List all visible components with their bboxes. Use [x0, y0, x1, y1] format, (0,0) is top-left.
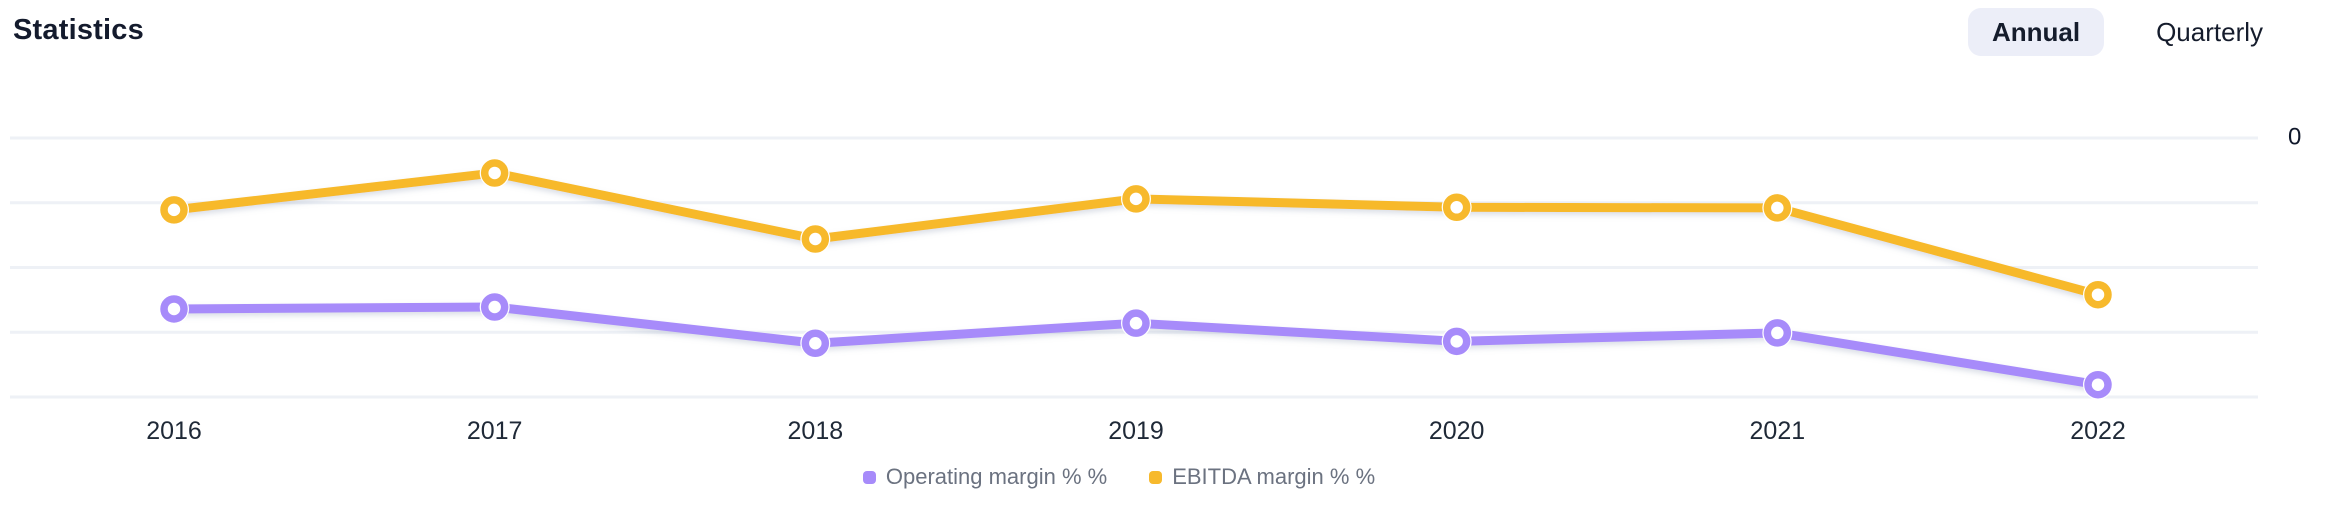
page-title: Statistics — [13, 14, 144, 46]
data-point[interactable] — [801, 329, 830, 358]
data-point[interactable] — [480, 159, 509, 187]
data-point[interactable] — [801, 225, 830, 253]
data-point[interactable] — [480, 293, 509, 321]
legend-label: EBITDA margin % % — [1172, 464, 1376, 489]
data-point[interactable] — [1763, 319, 1792, 347]
data-point[interactable] — [2084, 370, 2112, 399]
data-point[interactable] — [1122, 185, 1150, 213]
legend-swatch-icon — [1149, 470, 1163, 484]
legend-item[interactable]: EBITDA margin % % — [1149, 464, 1375, 490]
data-point[interactable] — [1122, 309, 1150, 337]
x-axis-label: 2017 — [466, 417, 523, 445]
data-point[interactable] — [2084, 280, 2112, 309]
series-layer — [159, 157, 2113, 400]
legend-label: Operating margin % % — [885, 464, 1108, 489]
data-point[interactable] — [1442, 193, 1471, 222]
chart-legend: Operating margin % % EBITDA margin % % — [0, 464, 2287, 490]
legend-swatch-icon — [862, 470, 876, 484]
period-toggle: Annual Quarterly — [1967, 8, 2287, 56]
annual-toggle-button[interactable]: Annual — [1967, 8, 2105, 56]
legend-item[interactable]: Operating margin % % — [862, 464, 1108, 490]
y-axis-tick-label: 0 — [2288, 123, 2302, 151]
x-axis-label: 2018 — [787, 417, 844, 445]
x-axis-label: 2019 — [1108, 417, 1164, 445]
data-point[interactable] — [1442, 327, 1471, 356]
quarterly-toggle-button[interactable]: Quarterly — [2132, 8, 2287, 56]
data-point[interactable] — [1763, 194, 1792, 222]
x-axis-label: 2020 — [1428, 417, 1485, 445]
data-point[interactable] — [160, 295, 188, 323]
x-axis-label: 2022 — [2070, 417, 2126, 445]
data-point[interactable] — [160, 196, 188, 224]
x-axis-label: 2016 — [146, 417, 202, 445]
x-axis-label: 2021 — [1749, 417, 1806, 445]
